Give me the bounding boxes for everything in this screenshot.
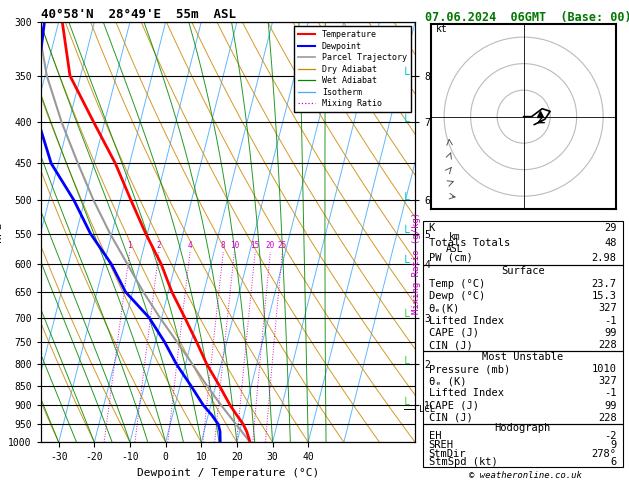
Text: └: └ — [401, 194, 409, 207]
Text: Lifted Index: Lifted Index — [429, 388, 504, 399]
Text: 4: 4 — [187, 242, 192, 250]
Text: Mixing Ratio (g/kg): Mixing Ratio (g/kg) — [412, 211, 421, 313]
Text: PW (cm): PW (cm) — [429, 253, 472, 263]
Text: Pressure (mb): Pressure (mb) — [429, 364, 510, 374]
Text: © weatheronline.co.uk: © weatheronline.co.uk — [469, 471, 582, 480]
Text: Dewp (°C): Dewp (°C) — [429, 291, 485, 301]
Bar — [423, 424, 623, 467]
Text: 40°58'N  28°49'E  55m  ASL: 40°58'N 28°49'E 55m ASL — [41, 8, 236, 21]
Text: 1: 1 — [127, 242, 132, 250]
Text: 23.7: 23.7 — [592, 278, 616, 289]
Text: LCL: LCL — [419, 405, 435, 414]
Text: 327: 327 — [598, 376, 616, 386]
Text: └: └ — [401, 227, 409, 240]
Text: -2: -2 — [604, 432, 616, 441]
Text: 278°: 278° — [592, 449, 616, 459]
Text: 2.98: 2.98 — [592, 253, 616, 263]
X-axis label: Dewpoint / Temperature (°C): Dewpoint / Temperature (°C) — [137, 468, 319, 478]
Text: 48: 48 — [604, 238, 616, 248]
Text: 99: 99 — [604, 400, 616, 411]
Text: CAPE (J): CAPE (J) — [429, 328, 479, 338]
Text: 07.06.2024  06GMT  (Base: 00): 07.06.2024 06GMT (Base: 00) — [425, 11, 629, 24]
Text: StmDir: StmDir — [429, 449, 466, 459]
Bar — [423, 221, 623, 265]
Y-axis label: km
ASL: km ASL — [446, 232, 464, 254]
Text: └: └ — [401, 311, 409, 324]
Text: 15: 15 — [250, 242, 260, 250]
Text: K: K — [429, 224, 435, 233]
Text: 15.3: 15.3 — [592, 291, 616, 301]
Text: 25: 25 — [277, 242, 287, 250]
Text: Lifted Index: Lifted Index — [429, 315, 504, 326]
Text: └: └ — [401, 116, 409, 129]
Text: Totals Totals: Totals Totals — [429, 238, 510, 248]
Text: └: └ — [401, 399, 409, 412]
Text: θₑ(K): θₑ(K) — [429, 303, 460, 313]
Y-axis label: hPa: hPa — [0, 222, 3, 242]
Text: 99: 99 — [604, 328, 616, 338]
Text: Surface: Surface — [501, 266, 545, 277]
Text: └: └ — [401, 69, 409, 82]
Text: 327: 327 — [598, 303, 616, 313]
Text: -1: -1 — [604, 315, 616, 326]
Legend: Temperature, Dewpoint, Parcel Trajectory, Dry Adiabat, Wet Adiabat, Isotherm, Mi: Temperature, Dewpoint, Parcel Trajectory… — [294, 26, 411, 112]
Text: -1: -1 — [604, 388, 616, 399]
Text: Most Unstable: Most Unstable — [482, 352, 564, 362]
Text: └: └ — [401, 358, 409, 371]
Text: Temp (°C): Temp (°C) — [429, 278, 485, 289]
Text: 6: 6 — [611, 457, 616, 467]
Text: └: └ — [401, 258, 409, 270]
Text: 2: 2 — [157, 242, 161, 250]
Bar — [423, 351, 623, 424]
Bar — [423, 265, 623, 351]
Text: 1010: 1010 — [592, 364, 616, 374]
Text: 10: 10 — [230, 242, 239, 250]
Text: 8: 8 — [221, 242, 226, 250]
Text: CAPE (J): CAPE (J) — [429, 400, 479, 411]
Text: kt: kt — [436, 24, 448, 34]
Text: 228: 228 — [598, 340, 616, 350]
Text: CIN (J): CIN (J) — [429, 413, 472, 422]
Text: θₑ (K): θₑ (K) — [429, 376, 466, 386]
Text: 20: 20 — [265, 242, 275, 250]
Text: EH: EH — [429, 432, 441, 441]
Text: 29: 29 — [604, 224, 616, 233]
Text: 9: 9 — [611, 440, 616, 450]
Text: StmSpd (kt): StmSpd (kt) — [429, 457, 498, 467]
Text: CIN (J): CIN (J) — [429, 340, 472, 350]
Text: SREH: SREH — [429, 440, 454, 450]
Text: Hodograph: Hodograph — [494, 423, 551, 433]
Text: 228: 228 — [598, 413, 616, 422]
